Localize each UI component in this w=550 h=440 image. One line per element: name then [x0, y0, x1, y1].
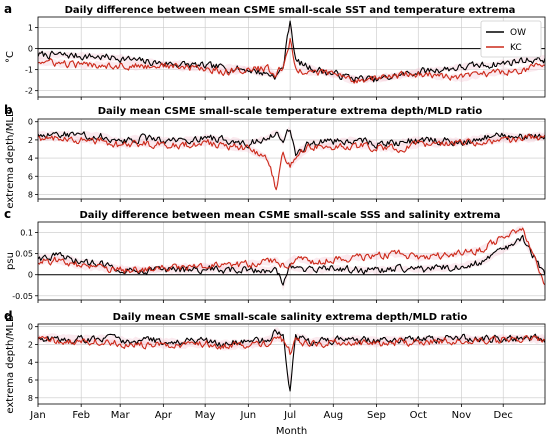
panel-b: 0 2 4 6 8 Daily mean CSME small-scale tempera… [4, 103, 546, 209]
y-tick-label: 0.1 [20, 229, 33, 238]
x-tick-label: Jun [240, 410, 257, 421]
panel-letter: a [4, 2, 12, 16]
x-tick-label: Aug [324, 410, 344, 421]
panel-title: Daily mean CSME small-scale salinity ext… [113, 312, 468, 323]
y-axis-label: psu [5, 252, 16, 270]
x-tick-label: Nov [452, 410, 472, 421]
panel-c: -0.05 0 0.05 0.1 Daily difference between me… [4, 207, 546, 303]
x-tick-label: Dec [494, 410, 513, 421]
y-tick-label: 0 [28, 45, 33, 54]
axes-frame [37, 16, 546, 98]
series-group [38, 20, 545, 85]
series-band-kc [38, 225, 545, 292]
y-tick-label: 4 [28, 358, 33, 367]
series-band-kc [38, 41, 545, 85]
x-tick-label: May [195, 410, 216, 421]
x-tick-label: Jul [283, 410, 296, 421]
y-tick-label: 8 [28, 190, 33, 199]
y-tick-label: 0 [28, 323, 33, 332]
x-axis-label: Month [276, 426, 307, 437]
x-tick-label: Mar [111, 410, 131, 421]
series-line-kc [38, 37, 545, 84]
series-group [38, 225, 545, 292]
axes-frame [37, 118, 546, 200]
axes-frame [37, 323, 546, 405]
y-tick-label: 2 [28, 340, 33, 349]
x-tick-label: Feb [72, 410, 90, 421]
series-group [38, 327, 545, 392]
y-tick-label: 2 [28, 136, 33, 145]
series-line-ow [38, 329, 545, 392]
panel-title: Daily difference between mean CSME small… [80, 210, 501, 221]
panel-title: Daily difference between mean CSME small… [65, 5, 516, 16]
panel-a: -2 -1 0 1 Daily difference between mean CSME… [4, 2, 546, 100]
y-tick-label: -0.05 [12, 292, 33, 301]
y-tick-label: 0 [28, 271, 33, 280]
series-line-ow [38, 234, 545, 286]
series-group [38, 126, 545, 191]
x-axis: Jan Feb Mar Apr May Jun Jul Aug Sep Oct Nov Dec Mont… [29, 410, 513, 437]
legend-box [480, 20, 542, 58]
y-tick-label: -1 [25, 66, 33, 75]
x-tick-label: Apr [155, 410, 173, 421]
y-tick-label: 8 [28, 394, 33, 403]
y-axis-label: extrema depth/MLD [5, 109, 16, 209]
legend-label-kc: KC [510, 43, 522, 53]
y-tick-label: 0.05 [15, 250, 33, 259]
y-tick-label: 6 [28, 172, 33, 181]
legend-label-ow: OW [510, 28, 526, 38]
panel-letter: d [4, 309, 13, 323]
x-tick-label: Sep [367, 410, 386, 421]
panel-letter: b [4, 103, 13, 117]
y-tick-label: 0 [28, 118, 33, 127]
series-band-kc [38, 133, 545, 188]
x-tick-label: Jan [29, 410, 45, 421]
series-line-kc [38, 334, 545, 356]
series-line-kc [38, 133, 545, 191]
x-tick-label: Oct [410, 410, 427, 421]
series-line-ow [38, 20, 545, 83]
series-line-kc [38, 227, 545, 286]
panel-letter: c [4, 207, 11, 221]
panel-title: Daily mean CSME small-scale temperature … [98, 106, 483, 117]
y-axis-label: extrema depth/MLD [5, 314, 16, 414]
axes-frame [37, 221, 546, 301]
y-tick-label: 1 [28, 24, 33, 33]
y-axis-label: °C [5, 51, 16, 63]
y-tick-label: 4 [28, 154, 33, 163]
y-tick-label: 6 [28, 376, 33, 385]
series-band-ow [38, 24, 545, 84]
legend: OW KC [480, 20, 542, 58]
panel-d: 0 2 4 6 8 Daily mean CSME small-scale salinit… [4, 309, 546, 414]
y-tick-label: -2 [25, 87, 33, 96]
